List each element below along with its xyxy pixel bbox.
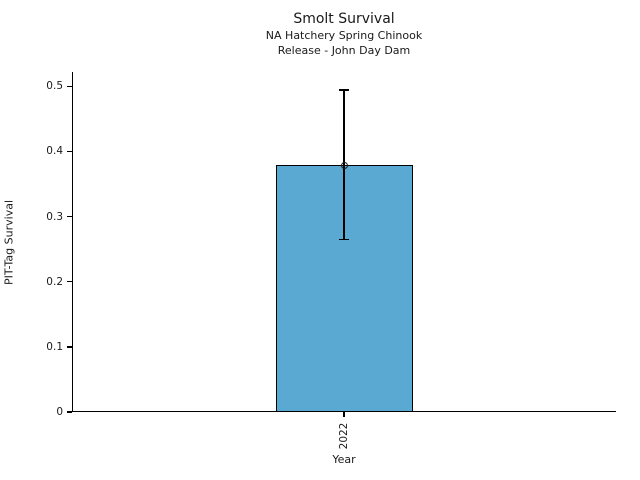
y-tick-label: 0.2: [46, 275, 63, 288]
y-tick-mark: [67, 281, 72, 283]
x-tick-label-2022: 2022: [338, 422, 350, 450]
data-point-marker: [340, 161, 348, 169]
chart-subtitle-line1: NA Hatchery Spring Chinook: [265, 29, 423, 42]
y-tick-label: 0.5: [46, 80, 63, 93]
chart-title: Smolt Survival: [293, 11, 395, 27]
y-tick-mark: [67, 85, 72, 87]
x-axis-label: Year: [332, 453, 356, 466]
x-tick-mark: [343, 412, 345, 417]
y-tick-label: 0: [56, 406, 63, 418]
y-tick-mark: [67, 150, 72, 153]
chart-subtitle-line2: Release - John Day Dam: [277, 44, 411, 57]
title-block: Smolt Survival NA Hatchery Spring Chinoo…: [72, 10, 616, 58]
y-tick-mark: [67, 411, 72, 413]
error-bar-cap-bottom: [339, 238, 349, 241]
y-axis-label: PIT-Tag Survival: [2, 200, 16, 286]
y-tick-mark: [67, 346, 72, 348]
y-tick-mark: [67, 215, 72, 218]
y-tick-label: 0.3: [46, 210, 63, 223]
y-tick-label: 0.1: [46, 340, 63, 353]
error-bar-cap-top: [339, 89, 349, 91]
y-tick-label: 0.4: [46, 145, 63, 158]
